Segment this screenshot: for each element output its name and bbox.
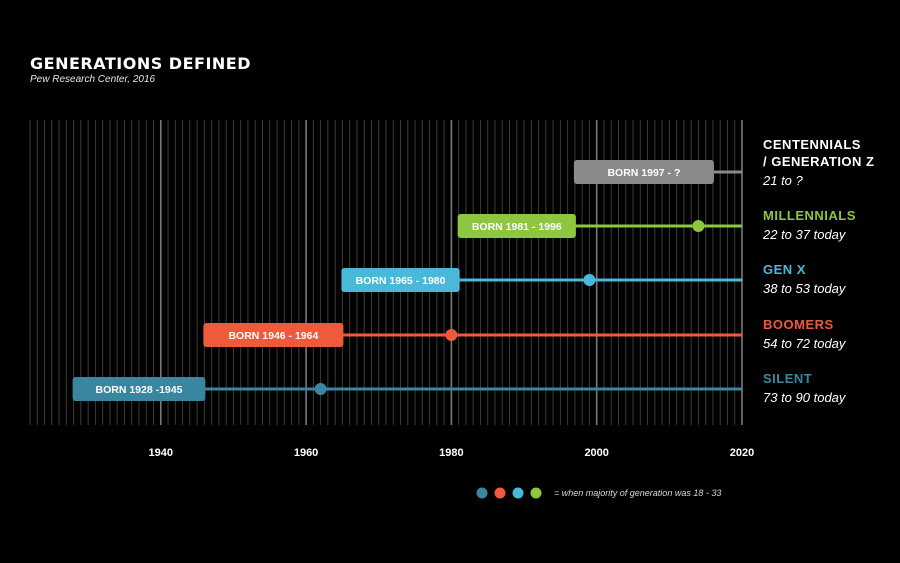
legend-dot <box>494 487 506 499</box>
generation-name: SILENT <box>763 371 812 386</box>
born-range-box <box>573 160 714 184</box>
legend: = when majority of generation was 18 - 3… <box>476 487 721 499</box>
born-range-box <box>341 268 460 292</box>
born-range-box <box>72 377 206 401</box>
x-tick-label: 1960 <box>294 447 318 459</box>
gridlines <box>29 120 743 425</box>
x-tick-label: 1980 <box>439 447 463 459</box>
chart-title: GENERATIONS DEFINED <box>30 54 251 73</box>
generation-label: GEN X 38 to 53 today <box>763 262 847 296</box>
generation-name: BOOMERS <box>763 317 834 332</box>
generation-row: BORN 1965 - 1980 <box>341 268 742 292</box>
coming-of-age-marker <box>314 383 327 395</box>
legend-dot <box>476 487 488 499</box>
born-range-label: BORN 1981 - 1996 <box>472 221 562 233</box>
born-range-box <box>457 214 576 238</box>
generation-row: BORN 1928 -1945 <box>72 377 742 401</box>
generation-rows: BORN 1997 - ? BORN 1981 - 1996 BORN 1965 -… <box>72 160 742 401</box>
generation-label: BOOMERS 54 to 72 today <box>763 317 847 351</box>
generation-age: 21 to ? <box>762 173 804 188</box>
coming-of-age-marker <box>445 329 458 341</box>
generation-age: 38 to 53 today <box>763 281 847 296</box>
generation-row: BORN 1946 - 1964 <box>203 323 742 347</box>
generation-labels: CENTENNIALS / GENERATION Z 21 to ? MILLENNI… <box>762 137 874 405</box>
generation-name: / GENERATION Z <box>763 154 874 169</box>
x-tick-label: 2000 <box>584 447 608 459</box>
generation-name: GEN X <box>763 262 806 277</box>
x-tick-label: 2020 <box>730 447 754 459</box>
generation-label: MILLENNIALS 22 to 37 today <box>762 208 856 242</box>
generation-name: MILLENNIALS <box>763 208 856 223</box>
coming-of-age-marker <box>583 274 596 286</box>
generation-label: SILENT 73 to 90 today <box>763 371 847 405</box>
generation-name: CENTENNIALS <box>763 137 861 152</box>
generation-label: CENTENNIALS / GENERATION Z 21 to ? <box>762 137 874 188</box>
legend-text: = when majority of generation was 18 - 3… <box>554 488 721 498</box>
born-range-label: BORN 1997 - ? <box>607 167 680 179</box>
x-axis-ticks: 1940 1960 1980 2000 2020 <box>149 447 755 459</box>
legend-dot <box>512 487 524 499</box>
generation-age: 22 to 37 today <box>762 227 847 242</box>
born-range-label: BORN 1965 - 1980 <box>356 275 446 287</box>
generation-age: 73 to 90 today <box>763 390 847 405</box>
born-range-label: BORN 1946 - 1964 <box>228 330 318 342</box>
born-range-box <box>203 323 344 347</box>
generation-row: BORN 1997 - ? <box>573 160 742 184</box>
x-tick-label: 1940 <box>149 447 173 459</box>
generation-row: BORN 1981 - 1996 <box>457 214 742 238</box>
legend-dot <box>530 487 542 499</box>
born-range-label: BORN 1928 -1945 <box>95 384 182 396</box>
chart-subtitle: Pew Research Center, 2016 <box>30 74 156 85</box>
coming-of-age-marker <box>692 220 705 232</box>
generation-age: 54 to 72 today <box>763 336 847 351</box>
